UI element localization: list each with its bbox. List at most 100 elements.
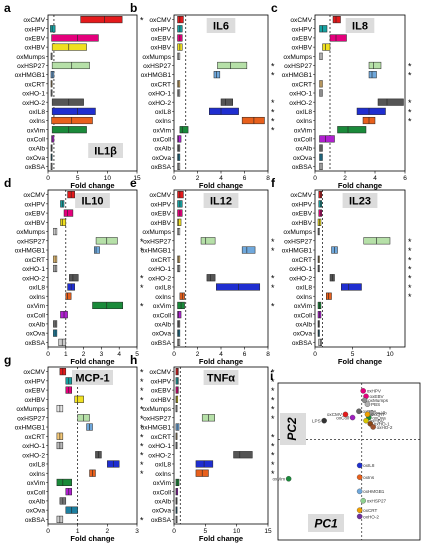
panel-a: a IL1β oxCMV * oxHPV oxEBV oxHBV oxMumps oxHSP27…	[4, 1, 144, 190]
category-label: oxHMGB1	[141, 248, 172, 255]
category-label: oxColl	[294, 136, 313, 143]
panel-title: MCP-1	[75, 373, 109, 385]
category-label: oxColl	[27, 312, 46, 319]
category-label: oxCMV	[23, 369, 45, 376]
category-label: oxHO-2	[289, 100, 312, 107]
x-tick-label: 6	[243, 175, 247, 182]
category-label: oxOva	[152, 508, 171, 515]
category-label: oxHSP27	[143, 238, 171, 245]
scatter-point	[356, 474, 363, 480]
significance-star: *	[271, 377, 275, 387]
category-label: oxIns	[155, 471, 171, 478]
significance-star: *	[408, 274, 412, 284]
panel-title: IL12	[210, 196, 232, 208]
category-label: oxHPV	[24, 378, 45, 385]
x-tick-label: 2	[196, 351, 200, 358]
category-label: oxOva	[293, 331, 312, 338]
category-label: oxHMGB1	[15, 248, 46, 255]
category-label: oxHO-1	[289, 266, 312, 273]
fold-change-bar	[356, 107, 386, 115]
fold-change-bar	[51, 98, 84, 106]
category-label: oxOva	[26, 508, 45, 515]
category-label: oxMumps	[16, 229, 45, 236]
x-tick-label: 5	[204, 528, 208, 535]
scatter-point	[356, 513, 363, 520]
significance-star: *	[408, 246, 412, 256]
significance-star: *	[140, 301, 144, 311]
y-axis-label: PC2	[285, 417, 299, 441]
category-label: oxVim	[294, 127, 313, 134]
x-tick-label: 15	[264, 528, 272, 535]
category-label: oxCRT	[25, 257, 45, 264]
significance-star: *	[271, 246, 275, 256]
panel-f: f IL23 oxCMV oxHPV oxEBV oxHBV oxMumps oxHSP27 *…	[271, 176, 412, 366]
xlabel-box	[308, 514, 344, 532]
fold-change-bar	[60, 218, 67, 226]
significance-star: *	[140, 515, 144, 525]
x-axis-label: Fold change	[338, 181, 382, 190]
significance-star: *	[271, 61, 275, 71]
category-label: oxCRT	[151, 81, 171, 88]
category-label: oxCRT	[292, 81, 312, 88]
fold-change-bar	[368, 61, 382, 70]
category-label: oxEBV	[292, 36, 313, 43]
scatter-point	[356, 408, 362, 415]
category-label: oxHO-1	[148, 266, 171, 273]
x-tick-label: 3	[100, 351, 104, 358]
category-label: oxHBV	[291, 220, 312, 227]
category-label: oxMumps	[16, 54, 45, 61]
fold-change-bar	[341, 283, 362, 291]
fold-change-bar	[92, 301, 124, 310]
title-box	[345, 18, 375, 33]
category-label: oxHPV	[24, 201, 45, 208]
category-label: oxHSP27	[284, 63, 312, 70]
fold-change-bar	[241, 116, 265, 125]
fold-change-bar	[332, 16, 341, 24]
category-label: oxHPV	[291, 26, 312, 33]
category-label: oxCRT	[151, 257, 171, 264]
fold-change-bar	[177, 311, 182, 319]
panel-letter: a	[4, 1, 11, 15]
fold-change-bar	[74, 395, 84, 403]
x-axis-label: PC1	[314, 517, 338, 531]
category-label: oxColl	[153, 136, 172, 143]
x-tick-label: 4	[373, 175, 377, 182]
point-label: oxHSP27	[367, 499, 387, 504]
significance-star: *	[408, 98, 412, 108]
category-label: oxCMV	[290, 192, 312, 199]
category-label: oxColl	[27, 489, 46, 496]
category-label: oxOva	[152, 331, 171, 338]
category-label: oxHMGB1	[282, 248, 313, 255]
category-label: oxMumps	[142, 54, 171, 61]
fold-change-bar	[337, 126, 367, 134]
scatter-point	[285, 476, 292, 482]
x-tick-label: 0	[46, 351, 50, 358]
category-label: oxHO-1	[148, 91, 171, 98]
x-tick-label: 4	[117, 351, 121, 358]
fold-change-bar	[63, 209, 74, 217]
category-label: oxCMV	[290, 17, 312, 24]
category-label: oxCMV	[23, 17, 45, 24]
fold-change-bar	[175, 423, 180, 431]
category-label: oxVim	[294, 303, 313, 310]
fold-change-bar	[200, 237, 216, 245]
significance-star: *	[271, 283, 275, 293]
category-label: oxHPV	[291, 201, 312, 208]
category-label: oxEBV	[151, 388, 172, 395]
significance-star: *	[271, 126, 275, 136]
category-label: oxOva	[293, 155, 312, 162]
x-tick-label: 2	[106, 528, 110, 535]
scatter-point	[356, 462, 363, 469]
fold-change-bar	[209, 107, 239, 115]
category-label: oxEBV	[292, 211, 313, 218]
category-label: oxIns	[155, 294, 171, 301]
panel-d: d IL10 oxCMV oxHPV oxEBV oxHBV oxMumps oxHSP27 *…	[4, 176, 144, 366]
category-label: oxEBV	[151, 36, 172, 43]
category-label: oxCRT	[292, 257, 312, 264]
category-label: oxOva	[152, 155, 171, 162]
category-label: oxBSA	[25, 340, 46, 347]
category-label: oxHMGB1	[141, 425, 172, 432]
category-label: oxHMGB1	[15, 72, 46, 79]
category-label: oxHSP27	[143, 415, 171, 422]
